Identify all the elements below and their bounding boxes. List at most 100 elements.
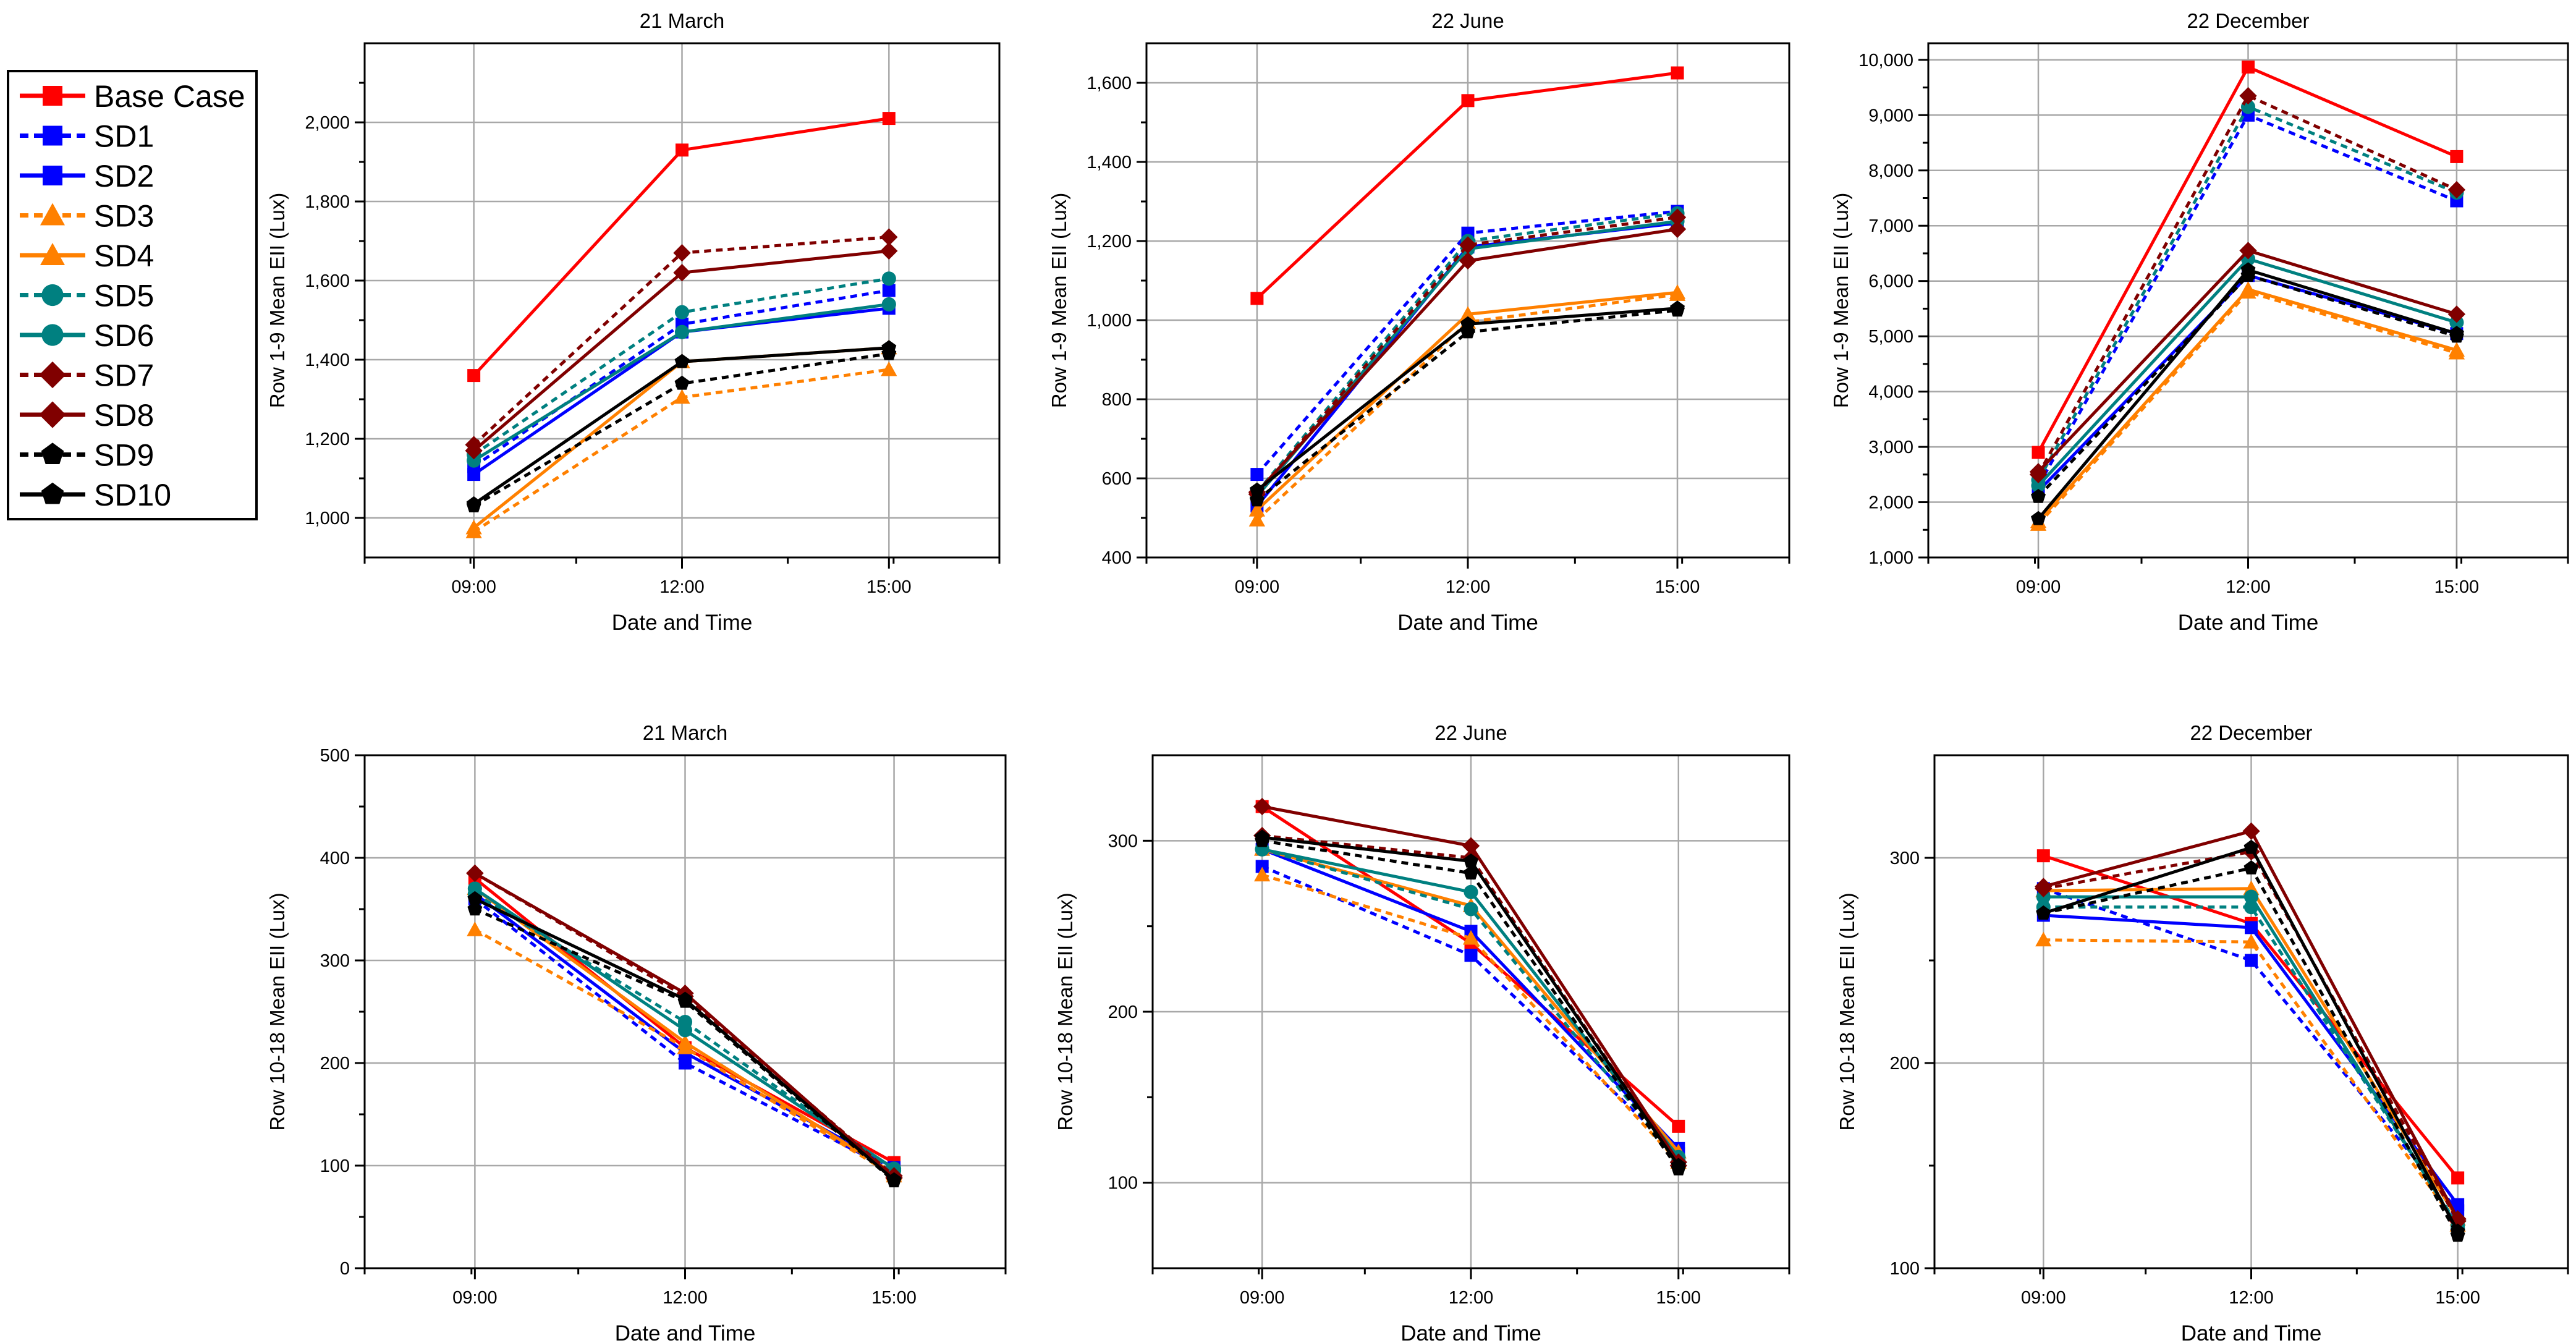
chart-panel: 400 600 800 1,000 1,200 1,400 1,600 09:00 12:00 1… (1048, 9, 1790, 635)
series-sd6 (467, 297, 896, 468)
series-sd8 (2029, 242, 2466, 481)
series-sd10 (2036, 839, 2465, 1238)
data-point (465, 442, 483, 460)
series-sd10 (1255, 829, 1686, 1172)
data-point (2451, 1171, 2465, 1185)
x-tick-label: 15:00 (871, 1288, 917, 1308)
data-point (2245, 921, 2258, 934)
legend-marker (43, 86, 62, 106)
legend-marker (43, 166, 62, 185)
data-point (1255, 860, 1269, 873)
data-point (880, 242, 898, 260)
x-tick-label: 15:00 (2434, 577, 2480, 597)
y-tick-label: 100 (1890, 1259, 1920, 1279)
y-tick-label: 1,200 (305, 430, 350, 449)
legend-label: SD7 (94, 358, 154, 393)
series-line (1261, 839, 1680, 1170)
legend-label: SD8 (94, 398, 154, 433)
y-tick-label: 7,000 (1868, 216, 1913, 236)
y-tick-label: 6,000 (1868, 272, 1913, 292)
legend-item: SD6 (20, 318, 154, 353)
data-point (2447, 305, 2466, 323)
series-sd4 (1248, 284, 1686, 517)
legend-label: Base Case (94, 79, 245, 114)
data-point (2239, 242, 2257, 260)
data-point (674, 354, 690, 368)
chart-panel: 100 200 300 09:00 12:00 15:00 22 December Date … (1836, 721, 2569, 1343)
data-point (2029, 463, 2048, 481)
data-point (2031, 511, 2046, 525)
series-line (1261, 873, 1680, 1164)
y-tick-label: 1,600 (1087, 74, 1132, 93)
chart-panel: 0 100 200 300 400 500 09:00 12:00 15:00 21 March D… (266, 721, 1007, 1343)
data-point (1459, 236, 1477, 254)
x-tick-label: 09:00 (451, 577, 496, 597)
series-line (2036, 94, 2457, 476)
data-point (1462, 837, 1480, 855)
data-point (880, 228, 898, 246)
y-tick-label: 400 (1102, 548, 1132, 568)
y-tick-label: 4,000 (1868, 383, 1913, 402)
y-tick-label: 300 (1108, 831, 1138, 851)
x-tick-label: 12:00 (659, 577, 705, 597)
data-point (2245, 954, 2258, 967)
data-point (2036, 905, 2051, 920)
series-sd8 (465, 242, 898, 460)
data-point (467, 891, 483, 905)
y-axis-label: Row 1-9 Mean EII (Lux) (1048, 193, 1070, 408)
legend-item: SD8 (20, 398, 154, 433)
legend-item: Base Case (20, 79, 245, 114)
y-tick-label: 10,000 (1858, 51, 1913, 70)
data-point (2031, 488, 2046, 503)
series-base-case (2032, 60, 2464, 459)
legend-item: SD9 (20, 438, 154, 473)
legend-label: SD6 (94, 318, 154, 353)
series-line (1255, 216, 1678, 496)
data-point (2243, 933, 2260, 949)
y-tick-label: 2,000 (1868, 493, 1913, 513)
data-point (1253, 797, 1271, 816)
data-point (467, 921, 483, 936)
x-tick-label: 12:00 (1449, 1288, 1494, 1308)
legend-item: SD5 (20, 279, 154, 313)
data-point (1670, 300, 1685, 315)
data-point (1250, 292, 1264, 305)
data-point (2242, 822, 2260, 841)
legend-item: SD7 (20, 358, 154, 393)
data-point (2242, 60, 2255, 74)
legend-label: SD9 (94, 438, 154, 473)
data-point (881, 271, 896, 286)
y-tick-label: 800 (1102, 390, 1132, 410)
data-point (2451, 1198, 2465, 1211)
y-tick-label: 1,400 (305, 350, 350, 370)
data-point (2450, 1223, 2465, 1238)
chart-panel: 100 200 300 09:00 12:00 15:00 22 June Date and … (1054, 721, 1790, 1343)
legend-marker (41, 482, 64, 504)
legend-label: SD2 (94, 159, 154, 193)
x-axis-label: Date and Time (612, 611, 753, 635)
y-tick-label: 5,000 (1868, 327, 1913, 347)
chart-title: 22 December (2187, 9, 2309, 32)
series-base-case (467, 112, 896, 383)
legend-marker (39, 361, 66, 389)
data-point (1250, 468, 1264, 481)
chart-title: 21 March (643, 721, 728, 744)
y-tick-label: 1,000 (1868, 548, 1913, 568)
legend-marker (41, 324, 64, 346)
data-point (882, 112, 896, 125)
y-tick-label: 2,000 (305, 113, 350, 133)
data-point (1460, 316, 1475, 331)
data-point (679, 1056, 692, 1070)
series-sd10 (2031, 262, 2464, 525)
data-point (2243, 860, 2259, 875)
x-tick-label: 12:00 (1446, 577, 1491, 597)
series-line (1256, 292, 1678, 522)
legend-item: SD3 (20, 199, 154, 234)
chart-title: 22 December (2190, 721, 2312, 744)
legend-item: SD4 (20, 239, 154, 273)
data-point (2447, 180, 2466, 199)
x-tick-label: 12:00 (2229, 1288, 2274, 1308)
data-point (674, 305, 690, 320)
legend-label: SD1 (94, 119, 154, 154)
